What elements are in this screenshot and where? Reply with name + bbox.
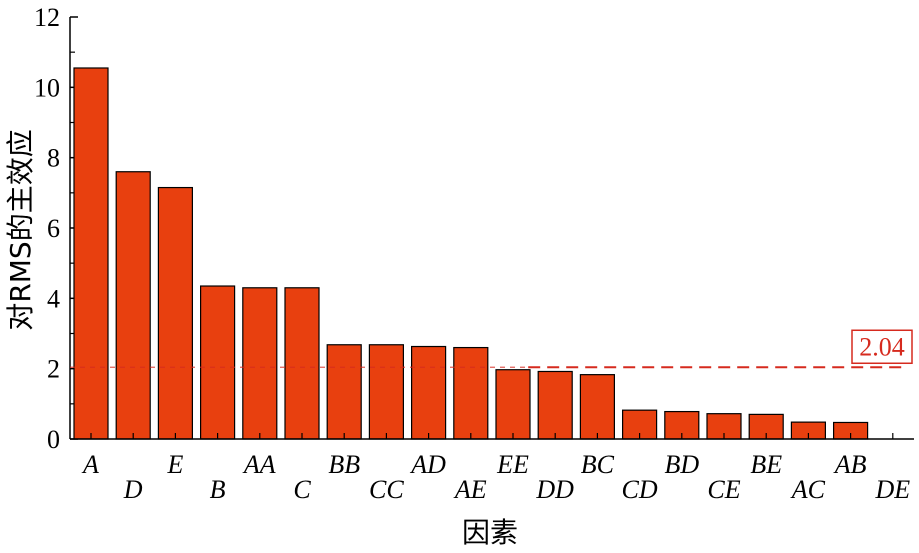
bars <box>73 67 869 440</box>
bar-bb <box>326 344 362 440</box>
x-tick-label: CC <box>369 475 404 504</box>
x-tick-label: BB <box>328 450 360 479</box>
x-tick-label: AA <box>242 450 276 479</box>
x-tick-label: AE <box>453 475 487 504</box>
bar-ee <box>495 369 531 440</box>
x-tick-label: EE <box>496 450 529 479</box>
x-tick-label: CE <box>707 475 740 504</box>
x-tick-label: AB <box>833 450 867 479</box>
x-tick-label: DE <box>874 475 910 504</box>
x-tick-label: D <box>123 475 143 504</box>
bar-bc <box>579 374 616 440</box>
x-tick-label: BC <box>581 450 615 479</box>
x-tick-label: B <box>210 475 226 504</box>
reference-line-group: 2.04 <box>70 329 913 369</box>
x-tick-label: CD <box>622 475 658 504</box>
y-tick-label: 0 <box>47 425 60 454</box>
x-axis-title: 因素 <box>462 516 518 549</box>
x-tick-label: BD <box>664 450 699 479</box>
y-tick-label: 6 <box>47 214 60 243</box>
bar-cc <box>368 344 404 440</box>
y-tick-label: 12 <box>34 3 60 32</box>
reference-label-box <box>851 329 913 365</box>
y-axis: 0 2 4 6 8 10 12 <box>34 3 78 454</box>
x-tick-label: C <box>293 475 311 504</box>
reference-label: 2.04 <box>859 332 905 361</box>
y-axis-title: 对RMS的主效应 <box>4 129 37 330</box>
bar-b <box>200 285 236 440</box>
y-tick-label: 8 <box>47 144 60 173</box>
x-tick-label: AC <box>790 475 826 504</box>
y-tick-label: 10 <box>34 73 60 102</box>
x-tick-label: A <box>81 450 99 479</box>
y-tick-label: 4 <box>47 284 60 313</box>
bar-e <box>157 186 193 440</box>
bar-d <box>115 171 151 440</box>
bar-ae <box>453 346 489 440</box>
x-tick-label: AD <box>409 450 446 479</box>
bar-dd <box>537 370 573 440</box>
bar-a <box>73 67 109 440</box>
bar-ad <box>411 345 447 440</box>
bar-c <box>284 287 320 440</box>
bar-aa <box>242 287 278 440</box>
x-tick-label: BE <box>750 450 782 479</box>
x-tick-label: E <box>166 450 183 479</box>
x-tick-label: DD <box>535 475 574 504</box>
y-tick-label: 2 <box>47 355 60 384</box>
